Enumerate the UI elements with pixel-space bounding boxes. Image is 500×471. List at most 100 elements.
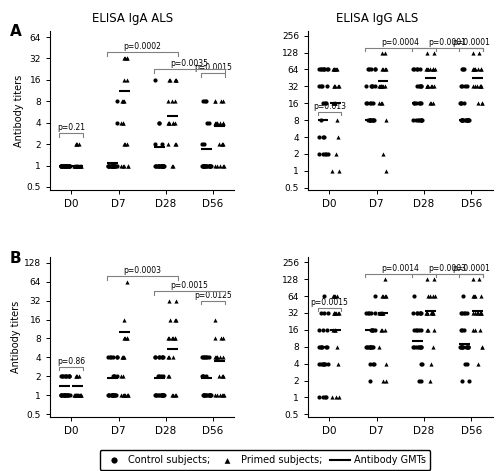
Point <box>458 309 466 317</box>
Point <box>410 65 418 73</box>
Point <box>74 391 82 399</box>
Point <box>199 373 207 380</box>
Point <box>458 82 466 90</box>
Point <box>376 309 384 317</box>
Point <box>460 360 468 367</box>
Point <box>366 116 374 124</box>
Point <box>332 309 340 317</box>
Point <box>158 162 166 170</box>
Point <box>379 65 387 73</box>
Point <box>377 309 385 317</box>
Point <box>156 373 164 380</box>
Point <box>199 162 207 170</box>
Point <box>413 65 421 73</box>
Point <box>203 119 211 127</box>
Point <box>458 116 466 124</box>
Point <box>108 391 116 399</box>
Text: p=0.0125: p=0.0125 <box>194 291 232 300</box>
Point <box>158 162 166 170</box>
Point <box>414 326 422 333</box>
Point <box>468 326 476 333</box>
Point <box>110 354 118 361</box>
Point <box>429 309 437 317</box>
Point <box>152 162 160 170</box>
Point <box>322 394 330 401</box>
Point <box>170 119 178 127</box>
Point <box>108 391 116 399</box>
Point <box>152 391 160 399</box>
Point <box>378 309 386 317</box>
Point <box>219 119 227 127</box>
Point <box>202 97 209 105</box>
Point <box>60 162 68 170</box>
Point <box>470 292 478 300</box>
Point <box>331 292 339 300</box>
Point <box>106 391 114 399</box>
Point <box>110 162 118 170</box>
Point <box>152 162 160 170</box>
Point <box>205 119 213 127</box>
Point <box>72 391 80 399</box>
Point <box>218 140 226 148</box>
Point <box>364 65 372 73</box>
Point <box>155 119 163 127</box>
Point <box>364 309 372 317</box>
Point <box>462 116 470 124</box>
Point <box>110 162 118 170</box>
Point <box>212 354 220 361</box>
Point <box>368 326 376 333</box>
Point <box>200 354 207 361</box>
Point <box>456 99 464 107</box>
Point <box>462 82 469 90</box>
Point <box>459 116 467 124</box>
Point <box>106 162 114 170</box>
Point <box>463 116 471 124</box>
Point <box>66 391 74 399</box>
Point <box>72 140 80 148</box>
Point <box>470 49 478 57</box>
Point <box>474 360 482 367</box>
Point <box>417 82 425 90</box>
Point <box>154 373 162 380</box>
Point <box>65 373 73 380</box>
Point <box>65 162 73 170</box>
Point <box>168 335 176 342</box>
Point <box>418 343 426 350</box>
Point <box>66 162 74 170</box>
Point <box>369 343 377 350</box>
Point <box>201 162 209 170</box>
Point <box>376 82 384 90</box>
Point <box>72 373 80 380</box>
Point <box>78 391 86 399</box>
Point <box>72 162 80 170</box>
Point <box>112 162 120 170</box>
Text: p=0.21: p=0.21 <box>58 123 86 132</box>
Point <box>416 309 424 317</box>
Point <box>166 354 173 361</box>
Point <box>476 82 484 90</box>
Point <box>118 373 126 380</box>
Point <box>334 309 342 317</box>
Point <box>334 360 342 367</box>
Point <box>458 116 466 124</box>
Point <box>72 162 80 170</box>
Point <box>66 373 74 380</box>
Point <box>429 99 437 107</box>
Point <box>323 82 331 90</box>
Point <box>106 354 114 361</box>
Point <box>164 373 172 380</box>
Point <box>381 326 389 333</box>
Point <box>366 343 374 350</box>
Point <box>424 292 432 300</box>
Point <box>320 360 328 367</box>
Text: p=0.013: p=0.013 <box>313 102 346 111</box>
Point <box>318 343 326 350</box>
Point <box>368 343 376 350</box>
Point <box>362 99 370 107</box>
Point <box>73 140 81 148</box>
Point <box>370 116 378 124</box>
Point <box>428 82 436 90</box>
Point <box>60 373 68 380</box>
Point <box>158 391 166 399</box>
Point <box>469 309 477 317</box>
